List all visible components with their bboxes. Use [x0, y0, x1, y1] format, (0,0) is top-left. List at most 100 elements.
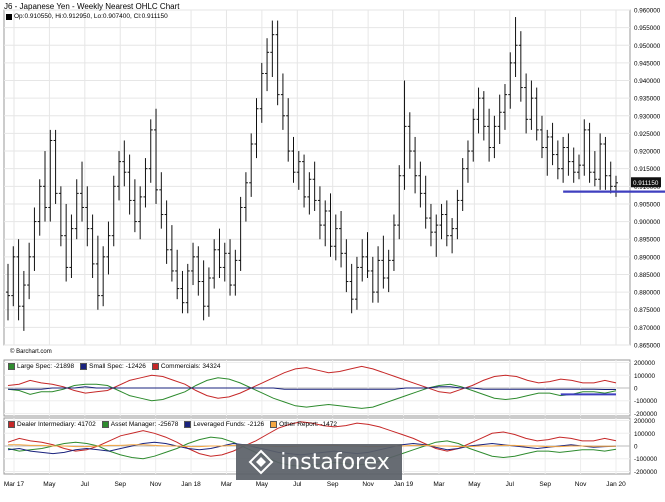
- x-tick-label: May: [468, 481, 481, 488]
- legend-swatch: [270, 421, 278, 428]
- ohlc-bar: [69, 214, 74, 278]
- legend-label: Asset Manager: -25678: [110, 421, 179, 428]
- ohlc-bar: [365, 232, 370, 278]
- x-tick-label: Nov: [362, 481, 374, 488]
- cot-panel-2-series-line: [7, 421, 617, 457]
- ohlc-bar: [550, 122, 555, 166]
- legend-entry: Dealer Intermediary: 41702: [8, 421, 96, 428]
- ohlc-bar: [513, 17, 518, 77]
- ohlc-bar: [444, 200, 449, 247]
- legend-entry: Other Report: -1472: [270, 421, 337, 428]
- ohlc-bar: [132, 179, 137, 233]
- ohlc-bar: [428, 203, 433, 247]
- x-tick-label: Sep: [114, 481, 126, 488]
- ohlc-bar: [296, 151, 301, 190]
- ohlc-bar: [391, 214, 396, 271]
- x-tick-label: May: [43, 481, 56, 488]
- x-tick-label: Mar: [221, 481, 233, 488]
- ohlc-bar: [518, 31, 523, 102]
- ohlc-bar: [502, 84, 507, 130]
- ohlc-bar: [370, 256, 375, 303]
- cot-panel-1-series-line: [8, 386, 616, 390]
- ohlc-bar: [497, 94, 502, 144]
- ohlc-bar: [249, 133, 254, 197]
- ohlc-bar: [450, 218, 455, 254]
- y-tick-label: 0.870000: [634, 325, 661, 332]
- ohlc-bar: [16, 239, 21, 321]
- ohlc-bar: [175, 249, 180, 300]
- ohlc-bar: [471, 108, 476, 162]
- ohlc-bar: [228, 239, 233, 296]
- ohlc-readout: Op:0.910550, Hi:0.912950, Lo:0.907400, C…: [6, 13, 168, 20]
- ohlc-bar: [328, 193, 333, 257]
- ohlc-bar: [344, 239, 349, 293]
- ohlc-bar: [376, 246, 381, 303]
- y-tick-label: 0.950000: [634, 43, 661, 50]
- legend-swatch: [101, 421, 109, 428]
- cot-panel-1-series-line: [7, 365, 617, 399]
- ohlc-bar: [64, 203, 69, 282]
- legend-label: Commercials: 34324: [160, 363, 221, 370]
- watermark-banner: instaforex: [236, 444, 402, 480]
- ohlc-swatch: [6, 13, 12, 20]
- cot-panel-2-y-tick-label: 0: [634, 444, 638, 451]
- ohlc-bar: [48, 129, 53, 222]
- ohlc-bar: [492, 115, 497, 159]
- ohlc-bar: [603, 136, 608, 190]
- ohlc-bar: [127, 154, 132, 215]
- cot-panel-1-series-line: [7, 377, 617, 409]
- y-tick-label: 0.900000: [634, 219, 661, 226]
- ohlc-bar: [286, 98, 291, 162]
- ohlc-bar: [37, 179, 42, 236]
- ohlc-bar: [32, 207, 37, 271]
- ohlc-bar: [275, 20, 280, 106]
- ohlc-bar: [101, 246, 106, 307]
- legend-label: Other Report: -1472: [279, 421, 337, 428]
- ohlc-bar: [561, 136, 566, 183]
- y-tick-label: 0.905000: [634, 201, 661, 208]
- ohlc-bar: [90, 214, 95, 278]
- legend-swatch: [184, 421, 192, 428]
- ohlc-bar: [270, 20, 275, 77]
- ohlc-bar: [154, 108, 159, 204]
- ohlc-bar: [407, 112, 412, 169]
- ohlc-bar: [80, 161, 85, 222]
- ohlc-bar: [354, 256, 359, 310]
- cot-panel-2-y-tick-label: -100000: [634, 456, 658, 463]
- ohlc-bar: [180, 270, 185, 314]
- ohlc-bar: [53, 129, 58, 204]
- x-tick-label: May: [256, 481, 269, 488]
- y-tick-label: 0.890000: [634, 254, 661, 261]
- x-tick-label: Jul: [81, 481, 90, 488]
- legend-entry: Small Spec: -12426: [80, 363, 146, 370]
- ohlc-bar: [212, 239, 217, 289]
- ohlc-bar: [233, 249, 238, 296]
- y-tick-label: 0.920000: [634, 149, 661, 156]
- ohlc-bar: [191, 242, 196, 286]
- ohlc-bar: [185, 263, 190, 314]
- ohlc-bar: [423, 175, 428, 229]
- ohlc-bar: [476, 87, 481, 134]
- ohlc-bar: [402, 80, 407, 190]
- y-tick-label: 0.865000: [634, 343, 661, 350]
- cot-panel-2-y-tick-label: 100000: [634, 431, 656, 438]
- chart-title: J6 - Japanese Yen - Weekly Nearest OHLC …: [4, 2, 180, 11]
- ohlc-bar: [608, 161, 613, 194]
- y-tick-label: 0.885000: [634, 272, 661, 279]
- ohlc-bar: [21, 270, 26, 331]
- legend-swatch: [80, 363, 88, 370]
- y-tick-label: 0.940000: [634, 78, 661, 85]
- ohlc-bar: [360, 239, 365, 282]
- ohlc-bar: [529, 80, 534, 130]
- ohlc-bar: [254, 98, 259, 159]
- ohlc-bar: [206, 267, 211, 317]
- cot-legend-2: Dealer Intermediary: 41702 Asset Manager:…: [8, 421, 337, 428]
- main-panel-frame: [3, 9, 631, 346]
- ohlc-bar: [143, 158, 148, 208]
- ohlc-bar: [117, 151, 122, 201]
- ohlc-bar: [582, 119, 587, 176]
- ohlc-bar: [74, 179, 79, 240]
- ohlc-bar: [323, 200, 328, 247]
- y-tick-label: 0.930000: [634, 113, 661, 120]
- ohlc-bar: [439, 203, 444, 240]
